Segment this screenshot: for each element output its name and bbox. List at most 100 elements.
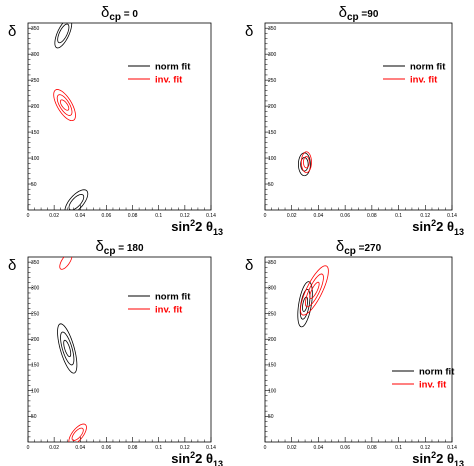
- legend-label-0: norm fit: [410, 62, 446, 73]
- title-symbol: δ: [339, 4, 347, 21]
- x-tick-label: 0.06: [102, 213, 112, 219]
- x-tick-label: 0: [27, 213, 30, 219]
- y-axis-label: δ: [245, 257, 253, 274]
- x-tick-label: 0.02: [287, 445, 297, 451]
- x-label-theta: 2 θ: [195, 451, 213, 466]
- contour-inv-1: [68, 423, 87, 442]
- x-tick-label: 0.12: [420, 445, 430, 451]
- series-1: [300, 151, 312, 174]
- series-0: [57, 323, 78, 374]
- y-tick-label: 250: [268, 311, 277, 317]
- x-tick-label: 0.1: [395, 213, 402, 219]
- x-axis-label: sin22 θ13: [412, 218, 464, 237]
- x-label-subscript: 13: [213, 227, 223, 237]
- y-tick-label: 100: [268, 156, 277, 162]
- x-label-sin: sin: [412, 219, 431, 234]
- x-tick-label: 0.06: [340, 445, 350, 451]
- contour-norm-1: [57, 23, 70, 44]
- chart-title: δcp = 180: [95, 238, 144, 257]
- legend-label-1: inv. fit: [155, 75, 183, 86]
- x-tick-label: 0.04: [75, 213, 85, 219]
- y-tick-label: 250: [31, 78, 40, 84]
- series-0: [297, 152, 311, 177]
- legend-label-0: norm fit: [155, 292, 191, 303]
- title-symbol: δ: [95, 238, 103, 255]
- contour-norm-2: [64, 189, 89, 210]
- x-tick-label: 0.14: [206, 213, 216, 219]
- x-tick-label: 0: [27, 445, 30, 451]
- x-tick-label: 0.08: [128, 445, 138, 451]
- y-tick-label: 100: [31, 156, 40, 162]
- x-tick-label: 0.14: [206, 445, 216, 451]
- series-1: [59, 257, 87, 442]
- x-tick-label: 0.04: [314, 445, 324, 451]
- x-axis-label: sin22 θ13: [171, 218, 223, 237]
- title-value: =90: [359, 9, 379, 20]
- x-tick-label: 0: [264, 213, 267, 219]
- y-axis-label: δ: [8, 257, 16, 274]
- y-tick-label: 200: [268, 337, 277, 343]
- x-label-superscript: 2: [190, 218, 195, 228]
- x-tick-label: 0.02: [49, 213, 59, 219]
- legend-label-1: inv. fit: [419, 380, 447, 391]
- contour-norm-0: [54, 23, 73, 49]
- chart-title: δcp =270: [336, 238, 382, 257]
- title-value: = 180: [115, 243, 144, 254]
- y-tick-label: 350: [268, 26, 277, 32]
- x-tick-label: 0.08: [367, 445, 377, 451]
- y-tick-label: 350: [31, 26, 40, 32]
- y-tick-label: 50: [31, 414, 37, 420]
- panel-0: 0 0.02 0.04 0.06 0.08 0.1 0.12 0.14 50 100 150 200 2…: [8, 4, 223, 237]
- x-tick-label: 0.08: [367, 213, 377, 219]
- contour-inv-0: [300, 151, 312, 174]
- series-1: [53, 89, 76, 122]
- x-tick-label: 0.12: [420, 213, 430, 219]
- x-tick-label: 0.1: [155, 445, 162, 451]
- contour-inv-2: [71, 427, 84, 441]
- chart-title: δcp = 0: [101, 4, 138, 23]
- y-axis-label: δ: [8, 23, 16, 40]
- x-label-sin: sin: [412, 451, 431, 466]
- y-tick-label: 100: [268, 388, 277, 394]
- contour-inv-1: [305, 273, 324, 308]
- chart-title: δcp =90: [339, 4, 379, 23]
- y-tick-label: 300: [268, 286, 277, 292]
- x-tick-label: 0.12: [180, 213, 190, 219]
- title-value: = 0: [121, 9, 138, 20]
- x-label-theta: 2 θ: [436, 451, 454, 466]
- y-tick-label: 50: [31, 182, 37, 188]
- x-label-superscript: 2: [190, 450, 195, 460]
- x-tick-label: 0.14: [447, 213, 457, 219]
- y-tick-label: 200: [268, 104, 277, 110]
- contour-norm-2: [302, 296, 309, 312]
- contour-norm-1: [60, 331, 75, 366]
- contour-norm-1: [300, 157, 309, 172]
- contour-norm-2: [63, 339, 72, 358]
- x-tick-label: 0: [264, 445, 267, 451]
- x-label-superscript: 2: [431, 218, 436, 228]
- title-value: =270: [356, 243, 382, 254]
- title-subscript: cp: [109, 12, 121, 23]
- y-tick-label: 300: [31, 286, 40, 292]
- y-tick-label: 150: [31, 363, 40, 369]
- x-label-sin: sin: [171, 451, 190, 466]
- x-axis-label: sin22 θ13: [412, 450, 464, 466]
- contour-norm-3: [68, 194, 85, 210]
- x-tick-label: 0.02: [49, 445, 59, 451]
- y-tick-label: 50: [268, 414, 274, 420]
- title-subscript: cp: [344, 246, 356, 257]
- contour-norm-0: [57, 323, 78, 374]
- y-tick-label: 200: [31, 337, 40, 343]
- contour-inv-2: [309, 281, 320, 300]
- contour-inv-2: [59, 99, 70, 111]
- y-tick-label: 250: [268, 78, 277, 84]
- panel-2: 0 0.02 0.04 0.06 0.08 0.1 0.12 0.14 50 100 150 200 2…: [8, 238, 223, 466]
- x-tick-label: 0.06: [340, 213, 350, 219]
- contour-inv-1: [56, 94, 73, 116]
- x-axis-label: sin22 θ13: [171, 450, 223, 466]
- y-tick-label: 300: [268, 52, 277, 58]
- plot-frame: [264, 22, 453, 211]
- x-label-theta: 2 θ: [436, 219, 454, 234]
- panel-1: 0 0.02 0.04 0.06 0.08 0.1 0.12 0.14 50 100 150 200 2…: [245, 4, 464, 237]
